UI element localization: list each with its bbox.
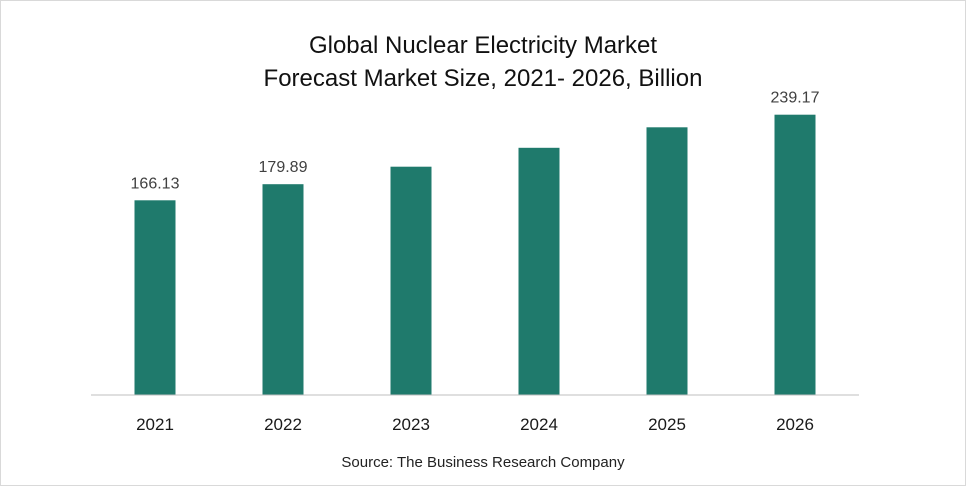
bar-2023 (390, 166, 432, 395)
chart-subtitle: Forecast Market Size, 2021- 2026, Billio… (263, 65, 703, 92)
data-label-2021: 166.13 (131, 175, 180, 192)
x-tick-label-2021: 2021 (136, 415, 174, 434)
bar-2025 (646, 127, 688, 396)
data-label-2026: 239.17 (771, 90, 820, 107)
data-label-2022: 179.89 (259, 159, 308, 176)
x-tick-label-2023: 2023 (392, 415, 430, 434)
x-tick-label-2022: 2022 (264, 415, 302, 434)
bar-2021 (134, 200, 176, 395)
x-tick-label-2024: 2024 (520, 415, 558, 434)
bar-2022 (262, 184, 304, 395)
chart-title-block: Global Nuclear Electricity Market Foreca… (1, 29, 965, 95)
source-note: Source: The Business Research Company (341, 454, 625, 471)
bar-2026 (774, 114, 816, 395)
chart-title: Global Nuclear Electricity Market (308, 32, 658, 59)
bar-2024 (518, 147, 560, 395)
x-tick-label-2025: 2025 (648, 415, 686, 434)
x-tick-label-2026: 2026 (776, 415, 814, 434)
